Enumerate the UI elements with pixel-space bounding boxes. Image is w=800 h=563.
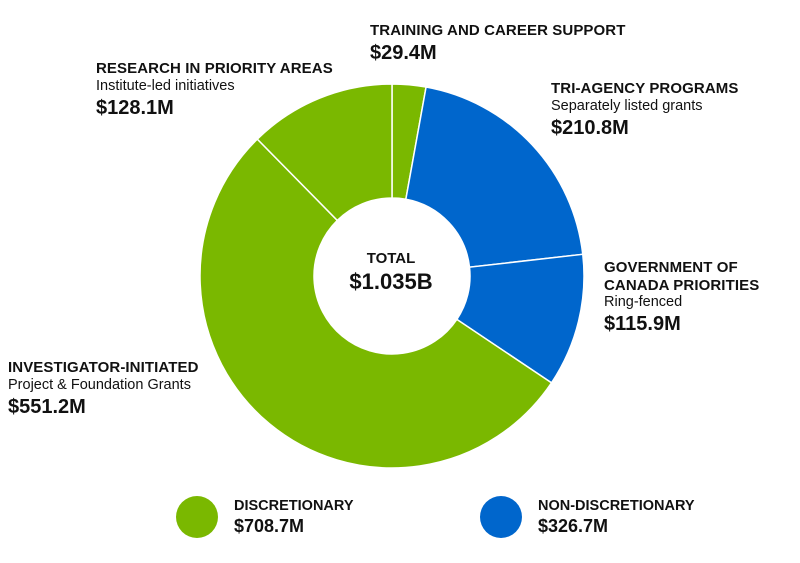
label-training-career-support: TRAINING AND CAREER SUPPORT $29.4M — [370, 22, 626, 65]
slice-name: TRI-AGENCY PROGRAMS — [551, 80, 739, 97]
donut-center-total: TOTAL $1.035B — [326, 250, 456, 295]
label-investigator-initiated: INVESTIGATOR-INITIATED Project & Foundat… — [8, 359, 199, 419]
slice-subtitle: Project & Foundation Grants — [8, 376, 191, 393]
slice-name-line-2: CANADA PRIORITIES — [604, 276, 760, 294]
slice-subtitle: Separately listed grants — [551, 97, 703, 114]
center-value: $1.035B — [349, 269, 433, 294]
slice-value: $115.9M — [604, 313, 681, 336]
legend-value: $326.7M — [538, 515, 609, 536]
legend-value: $708.7M — [234, 515, 305, 536]
slice-subtitle: Ring-fenced — [604, 294, 683, 311]
legend-discretionary: DISCRETIONARY $708.7M — [176, 496, 354, 538]
donut-slice-tri-agency-programs — [404, 86, 584, 269]
slice-name-line-1: GOVERNMENT OF — [604, 259, 738, 276]
legend-non-discretionary: NON-DISCRETIONARY $326.7M — [480, 496, 695, 538]
legend-swatch-non-discretionary — [480, 496, 522, 538]
slice-name: INVESTIGATOR-INITIATED — [8, 359, 199, 376]
slice-value: $551.2M — [8, 395, 86, 418]
slice-value: $29.4M — [370, 41, 437, 64]
legend-swatch-discretionary — [176, 496, 218, 538]
legend-name: NON-DISCRETIONARY — [538, 497, 695, 514]
legend-name: DISCRETIONARY — [234, 497, 354, 514]
slice-subtitle: Institute-led initiatives — [96, 77, 235, 94]
slice-name: RESEARCH IN PRIORITY AREAS — [96, 60, 333, 77]
center-label: TOTAL — [366, 250, 416, 267]
label-tri-agency-programs: TRI-AGENCY PROGRAMS Separately listed gr… — [551, 80, 738, 140]
slice-value: $210.8M — [551, 116, 629, 139]
label-research-priority-areas: RESEARCH IN PRIORITY AREAS Institute-led… — [96, 60, 333, 120]
label-government-of-canada-priorities: GOVERNMENT OF CANADA PRIORITIES Ring-fen… — [604, 259, 759, 337]
donut-slice-research-in-priority-areas — [256, 83, 393, 222]
slice-name: TRAINING AND CAREER SUPPORT — [370, 22, 626, 39]
donut-slice-investigator-initiated — [199, 138, 553, 469]
slice-value: $128.1M — [96, 96, 174, 119]
